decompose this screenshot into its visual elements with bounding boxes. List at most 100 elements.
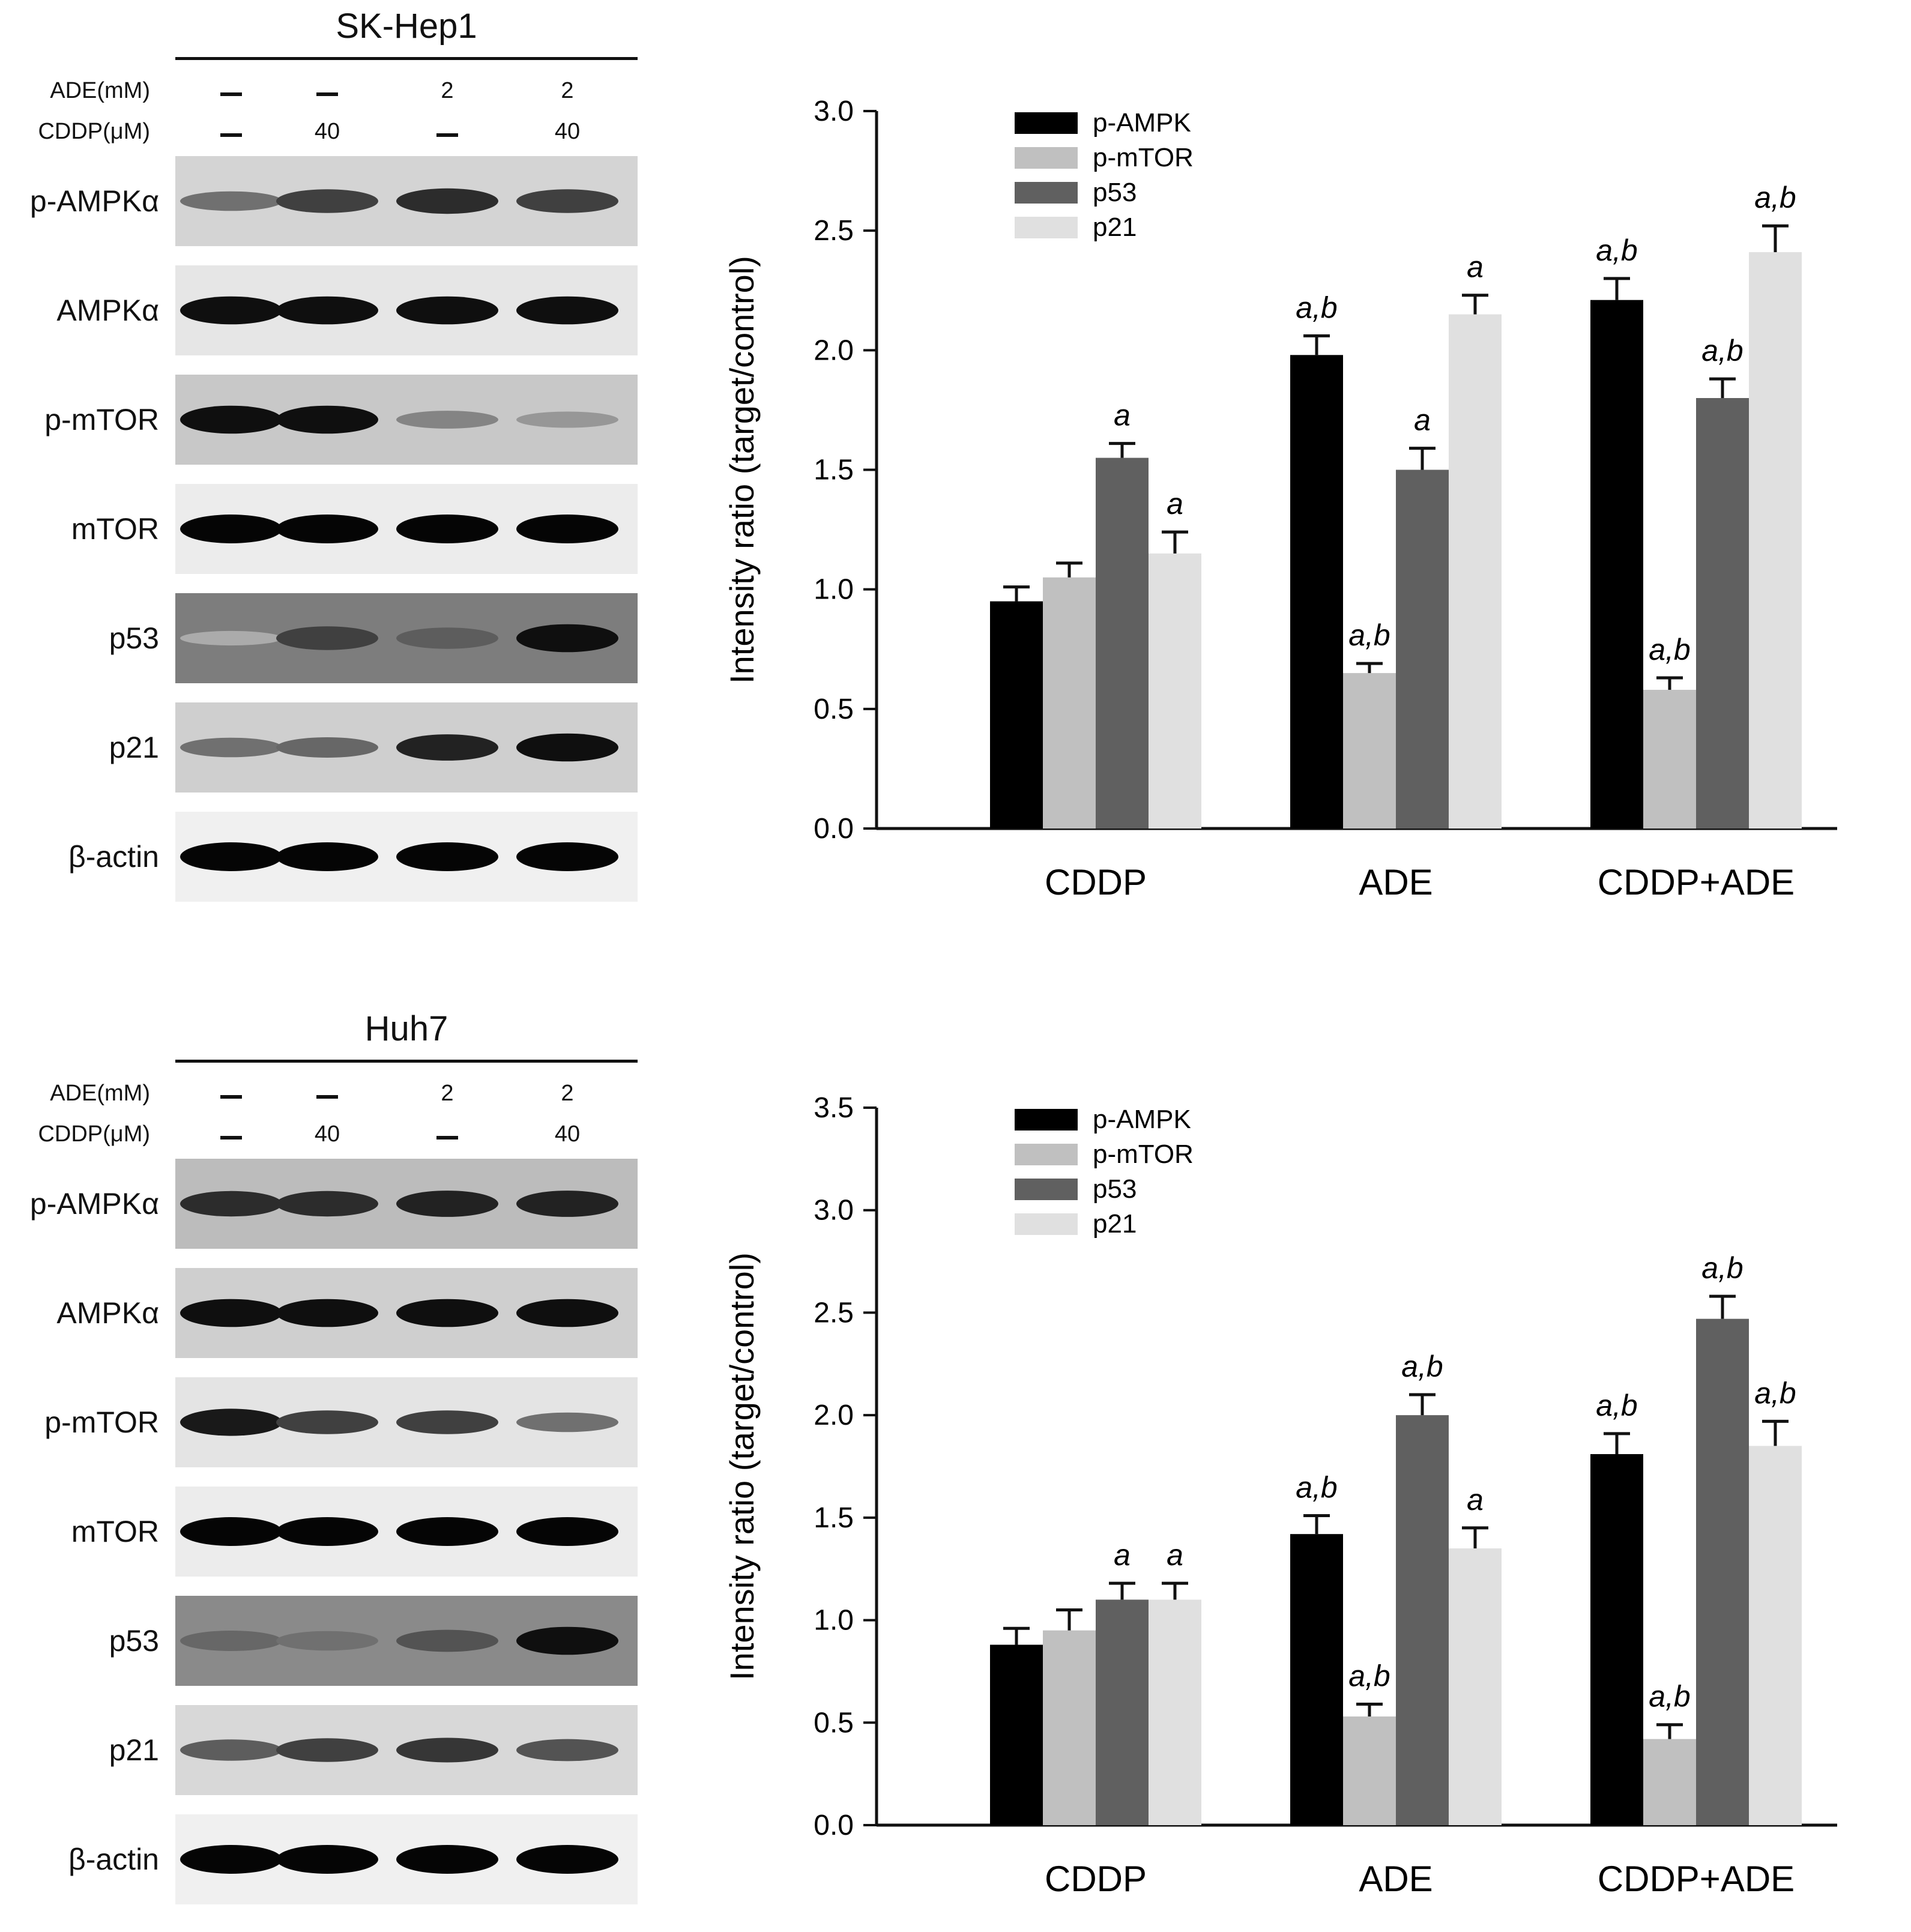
bar bbox=[1343, 1716, 1396, 1825]
blot-band bbox=[276, 1299, 378, 1327]
blot-band bbox=[396, 842, 498, 871]
significance-label: a bbox=[1167, 1538, 1183, 1572]
y-tick-label: 1.5 bbox=[814, 1502, 854, 1534]
x-category-label: CDDP bbox=[1045, 1859, 1147, 1899]
blot-band bbox=[180, 630, 282, 646]
blot-title: Huh7 bbox=[364, 1009, 448, 1048]
blot-band bbox=[180, 842, 282, 871]
y-tick-label: 1.5 bbox=[814, 454, 854, 486]
blot-band bbox=[396, 188, 498, 214]
condition-label: ADE(mM) bbox=[50, 78, 150, 103]
y-tick-label: 2.5 bbox=[814, 1297, 854, 1329]
significance-label: a,b bbox=[1596, 1389, 1638, 1422]
blot-band bbox=[516, 296, 618, 325]
legend-swatch bbox=[1015, 147, 1078, 169]
blot-band bbox=[180, 296, 282, 325]
condition-value: 2 bbox=[441, 78, 454, 103]
blot-strip bbox=[175, 265, 638, 355]
bar bbox=[1396, 1415, 1449, 1825]
blot-row-label: p-mTOR bbox=[44, 1405, 159, 1439]
blot-band bbox=[180, 1299, 282, 1327]
condition-value: 2 bbox=[561, 1081, 574, 1106]
blot-row-label: β-actin bbox=[68, 1843, 159, 1876]
bar bbox=[1096, 1599, 1149, 1825]
condition-dash bbox=[220, 133, 242, 137]
blot-band bbox=[276, 189, 378, 213]
bar bbox=[1749, 252, 1802, 829]
blot-band bbox=[276, 1845, 378, 1874]
y-tick-label: 2.0 bbox=[814, 1399, 854, 1431]
condition-label: CDDP(μM) bbox=[38, 119, 150, 144]
blot-band bbox=[396, 1299, 498, 1327]
blot-title: SK-Hep1 bbox=[336, 7, 477, 46]
significance-label: a,b bbox=[1754, 181, 1796, 214]
bar bbox=[1096, 457, 1149, 829]
blot-band bbox=[180, 737, 282, 758]
blot-band bbox=[276, 405, 378, 434]
blot-band bbox=[516, 189, 618, 213]
blot-row-label: p-mTOR bbox=[44, 403, 159, 436]
blot-row-label: mTOR bbox=[71, 1515, 159, 1548]
blot-band bbox=[276, 1517, 378, 1546]
bar-chart-skhep1: 0.0 0.5 1.0 1.5 2.0 2.5 3.0 Intensity ratio (ta… bbox=[723, 95, 1837, 902]
bar bbox=[1449, 314, 1502, 829]
blot-row-label: AMPKα bbox=[56, 294, 159, 327]
blot-strip bbox=[175, 375, 638, 465]
blot-band bbox=[516, 1739, 618, 1761]
bar bbox=[1149, 553, 1201, 829]
significance-label: a,b bbox=[1296, 1470, 1338, 1504]
blot-band bbox=[276, 1631, 378, 1651]
condition-dash bbox=[316, 1095, 338, 1099]
blot-band bbox=[276, 626, 378, 650]
blot-row-label: p-AMPKα bbox=[29, 1187, 159, 1221]
y-tick-label: 0.5 bbox=[814, 693, 854, 725]
blot-strip bbox=[175, 1814, 638, 1904]
legend-swatch bbox=[1015, 1109, 1078, 1131]
blot-row-label: p21 bbox=[109, 1733, 159, 1767]
significance-label: a,b bbox=[1348, 618, 1390, 652]
significance-label: a,b bbox=[1596, 234, 1638, 267]
blot-strip bbox=[175, 1596, 638, 1686]
blot-strip bbox=[175, 702, 638, 792]
condition-dash bbox=[220, 1095, 242, 1099]
blot-band bbox=[276, 515, 378, 543]
condition-value: 40 bbox=[314, 119, 340, 144]
bar bbox=[1043, 1630, 1096, 1825]
x-category-label: CDDP+ADE bbox=[1598, 862, 1795, 902]
blot-band bbox=[396, 515, 498, 543]
y-tick-label: 2.0 bbox=[814, 334, 854, 366]
significance-label: a,b bbox=[1701, 1251, 1743, 1285]
x-category-label: ADE bbox=[1359, 1859, 1432, 1899]
condition-value: 40 bbox=[554, 119, 581, 144]
bar bbox=[1149, 1599, 1201, 1825]
bar bbox=[1696, 1318, 1749, 1825]
condition-value: 40 bbox=[314, 1121, 340, 1147]
blot-band bbox=[276, 296, 378, 325]
y-tick-label: 3.0 bbox=[814, 95, 854, 127]
blot-band bbox=[180, 1739, 282, 1761]
bar bbox=[1449, 1548, 1502, 1825]
significance-label: a bbox=[1414, 403, 1431, 437]
blot-band bbox=[180, 405, 282, 434]
blot-band bbox=[276, 1738, 378, 1762]
blot-row-label: β-actin bbox=[68, 840, 159, 874]
significance-label: a bbox=[1467, 250, 1484, 284]
blot-band bbox=[516, 1845, 618, 1874]
y-tick-label: 3.5 bbox=[814, 1092, 854, 1124]
blot-band bbox=[396, 734, 498, 761]
significance-label: a,b bbox=[1754, 1376, 1796, 1410]
blot-row-label: p53 bbox=[109, 1624, 159, 1658]
x-category-label: CDDP bbox=[1045, 862, 1147, 902]
title-underline bbox=[175, 57, 638, 60]
significance-label: a bbox=[1467, 1483, 1484, 1517]
blot-band bbox=[276, 842, 378, 871]
bar bbox=[1343, 673, 1396, 829]
y-tick-label: 0.5 bbox=[814, 1707, 854, 1739]
y-axis-label: Intensity ratio (target/control) bbox=[723, 256, 761, 684]
blot-row-label: p53 bbox=[109, 621, 159, 655]
blot-band bbox=[276, 1191, 378, 1217]
bar bbox=[1590, 1454, 1643, 1825]
blot-band bbox=[516, 1517, 618, 1546]
condition-dash bbox=[316, 92, 338, 96]
blot-band bbox=[516, 1191, 618, 1217]
